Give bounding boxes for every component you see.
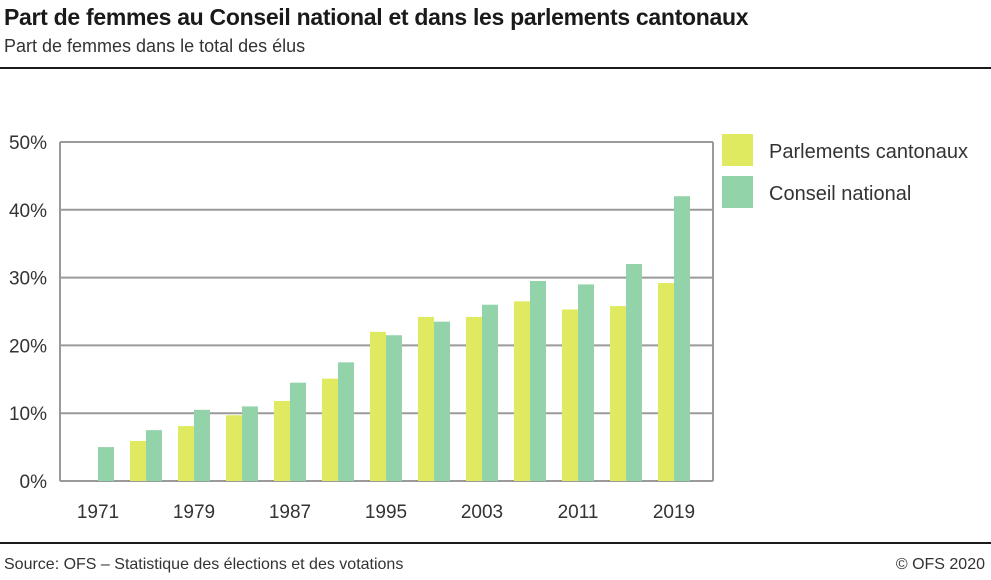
bar-conseil-national-1995: [386, 335, 402, 481]
bar-conseil-national-1983: [242, 406, 258, 481]
bar-conseil-national-2003: [482, 304, 498, 481]
x-tick-label: 1971: [77, 502, 119, 523]
legend-swatch: [722, 176, 753, 208]
bar-parlements-cantonaux-1995: [370, 331, 386, 481]
bar-parlements-cantonaux-1987: [274, 400, 290, 481]
bar-conseil-national-2019: [674, 196, 690, 482]
y-tick-label: 10%: [9, 404, 47, 425]
chart-subtitle: Part de femmes dans le total des élus: [4, 36, 306, 56]
bar-conseil-national-1971: [98, 447, 114, 481]
copyright: © OFS 2020: [895, 556, 985, 573]
y-tick-label: 40%: [9, 201, 47, 222]
y-tick-label: 0%: [20, 472, 48, 493]
x-tick-label: 2003: [461, 502, 503, 523]
legend-label: Parlements cantonaux: [769, 141, 968, 163]
bar-parlements-cantonaux-2011: [562, 309, 578, 481]
source-note: Source: OFS – Statistique des élections …: [4, 556, 404, 573]
bar-parlements-cantonaux-1975: [130, 440, 146, 481]
bar-parlements-cantonaux-1991: [322, 378, 338, 481]
legend-swatch: [722, 134, 753, 166]
top-rule: [0, 67, 991, 69]
legend-label: Conseil national: [769, 183, 911, 205]
bar-conseil-national-2007: [530, 280, 546, 481]
chart-title: Part de femmes au Conseil national et da…: [4, 4, 749, 30]
bar-conseil-national-1975: [146, 430, 162, 481]
bar-conseil-national-2011: [578, 284, 594, 481]
bar-parlements-cantonaux-1983: [226, 415, 242, 481]
bottom-rule: [0, 542, 991, 544]
bar-conseil-national-1987: [290, 382, 306, 481]
bar-conseil-national-2015: [626, 264, 642, 481]
bar-parlements-cantonaux-2007: [514, 301, 530, 481]
x-tick-label: 1995: [365, 502, 407, 523]
y-tick-label: 20%: [9, 336, 47, 357]
x-tick-label: 2011: [558, 502, 599, 523]
bar-conseil-national-1979: [194, 409, 210, 481]
y-tick-label: 30%: [9, 269, 47, 290]
x-tick-label: 1987: [269, 502, 311, 523]
bar-parlements-cantonaux-2019: [658, 283, 674, 481]
bar-conseil-national-1991: [338, 362, 354, 481]
bar-conseil-national-1999: [434, 321, 450, 481]
bar-parlements-cantonaux-2003: [466, 316, 482, 481]
x-tick-label: 2019: [653, 502, 695, 523]
bar-parlements-cantonaux-1999: [418, 316, 434, 481]
bar-parlements-cantonaux-2015: [610, 306, 626, 481]
bar-parlements-cantonaux-1979: [178, 426, 194, 481]
y-tick-label: 50%: [9, 133, 47, 154]
x-tick-label: 1979: [173, 502, 215, 523]
